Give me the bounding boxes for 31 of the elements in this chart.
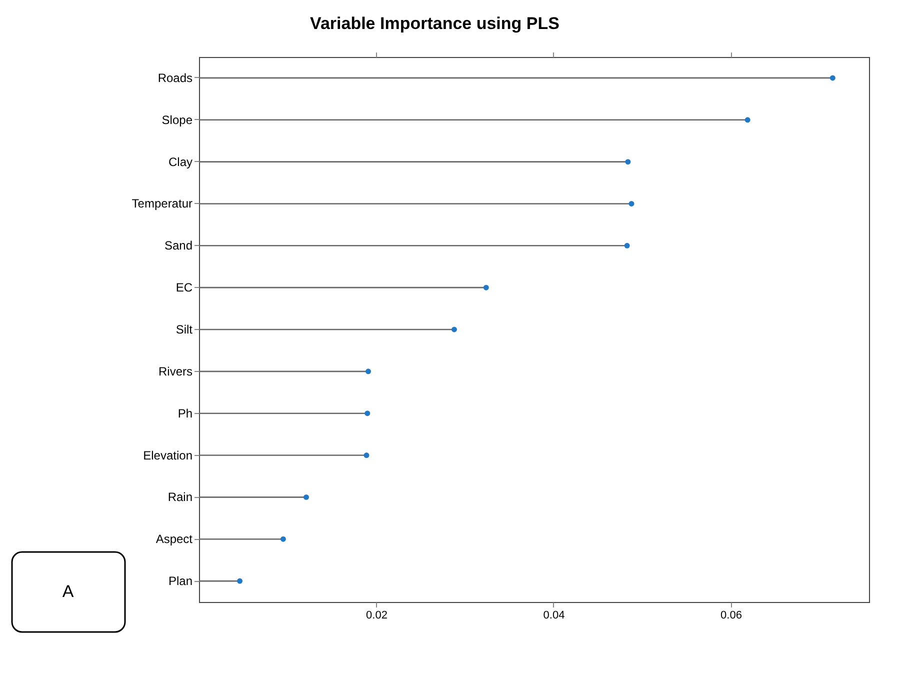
x-tick-label: 0.02 bbox=[366, 610, 388, 622]
y-tick-label: EC bbox=[176, 280, 193, 295]
x-tick-label: 0.04 bbox=[543, 610, 565, 622]
y-tick-label: Clay bbox=[168, 154, 192, 169]
point bbox=[364, 410, 370, 416]
point bbox=[366, 368, 372, 374]
point bbox=[625, 159, 631, 165]
y-tick-label: Rivers bbox=[158, 364, 192, 378]
y-tick-label: Rain bbox=[168, 490, 192, 504]
point bbox=[452, 326, 457, 332]
point bbox=[624, 242, 630, 248]
y-tick-label: Elevation bbox=[143, 448, 192, 462]
point bbox=[280, 536, 286, 542]
point bbox=[628, 200, 634, 206]
y-tick-label: Aspect bbox=[156, 532, 194, 546]
point bbox=[364, 452, 370, 458]
chart-title: Variable Importance using PLS bbox=[310, 14, 560, 33]
y-tick-label: Plan bbox=[168, 574, 192, 588]
point bbox=[830, 75, 836, 81]
point bbox=[303, 494, 309, 500]
point bbox=[744, 117, 750, 123]
text: A bbox=[62, 582, 74, 601]
x-tick-label: 0.06 bbox=[720, 610, 742, 622]
y-tick-label: Silt bbox=[176, 322, 194, 336]
y-tick-label: Slope bbox=[162, 112, 193, 127]
y-tick-label: Ph bbox=[178, 406, 192, 420]
point bbox=[237, 578, 243, 584]
point bbox=[483, 284, 489, 290]
y-tick-label: Temperatur bbox=[132, 196, 192, 211]
y-tick-label: Roads bbox=[158, 70, 192, 85]
y-tick-label: Sand bbox=[164, 238, 192, 253]
